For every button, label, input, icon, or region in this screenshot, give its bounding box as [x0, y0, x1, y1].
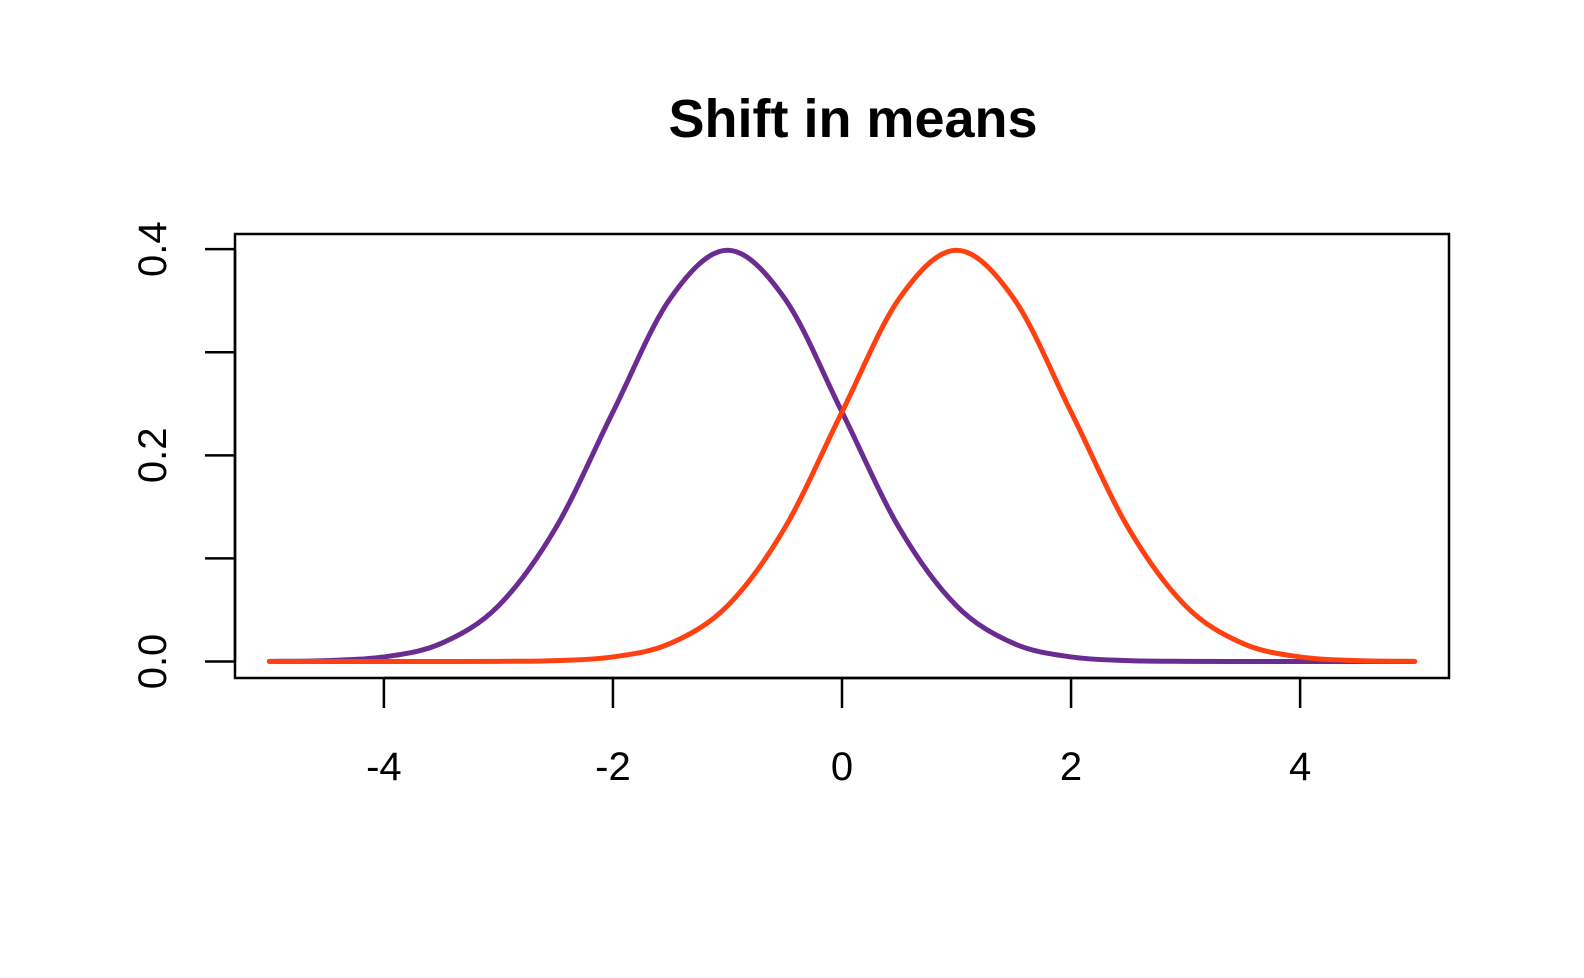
plot-frame — [233, 232, 1451, 680]
y-tick-label: 0.2 — [131, 428, 175, 484]
chart-title: Shift in means — [668, 89, 1038, 149]
series-layer — [266, 247, 1418, 665]
series-line-2 — [266, 247, 1418, 665]
x-tick-label: -2 — [595, 745, 631, 789]
x-axis: -4 -2 0 2 4 — [366, 676, 1311, 789]
x-tick-label: 2 — [1060, 745, 1082, 789]
y-axis: 0.0 0.2 0.4 — [131, 221, 237, 690]
series-line-1 — [266, 247, 1418, 665]
x-tick-label: 0 — [831, 745, 853, 789]
y-tick-label: 0.4 — [131, 221, 175, 277]
x-tick-label: -4 — [366, 745, 402, 789]
x-tick-label: 4 — [1289, 745, 1311, 789]
y-tick-label: 0.0 — [131, 634, 175, 690]
